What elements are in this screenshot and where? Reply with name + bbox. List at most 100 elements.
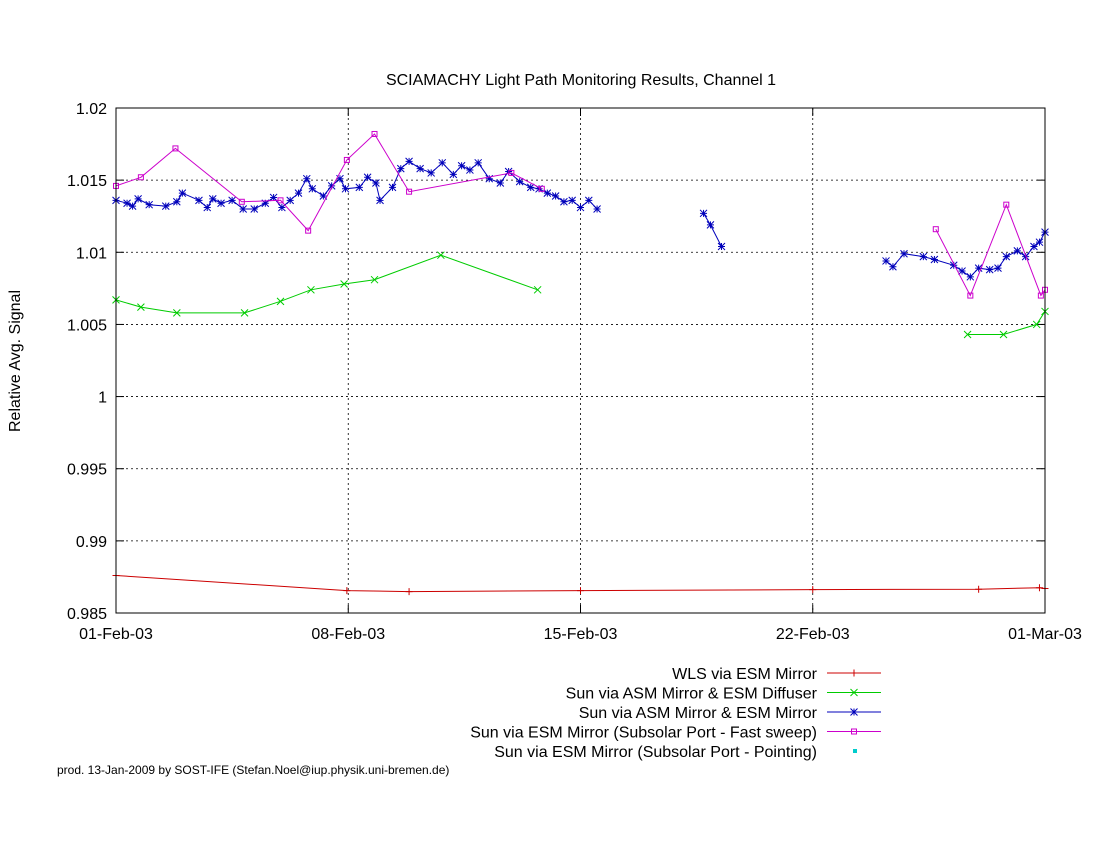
data-point [576,203,585,212]
data-point [958,267,966,275]
data-point [466,166,474,174]
data-point [994,264,1002,273]
data-point [396,164,405,173]
data-point [526,183,535,192]
chart-title: SCIAMACHY Light Path Monitoring Results,… [386,72,776,89]
data-point [172,309,181,317]
x-tick-label: 22-Feb-03 [776,626,850,643]
y-axis-label: Relative Avg. Signal [7,290,24,432]
data-point [699,209,708,218]
data-point [1035,238,1044,247]
data-point [457,161,466,170]
data-point [438,158,447,167]
legend-sample-marker [850,688,858,697]
data-point [1003,201,1010,208]
data-point [538,185,545,192]
legend-label: Sun via ESM Mirror (Subsolar Port - Fast… [470,725,817,742]
data-point [355,183,364,192]
data-point [302,174,311,183]
data-point [515,177,524,186]
data-point [250,205,259,213]
data-point [161,202,170,210]
data-point [203,203,212,212]
data-point [238,198,245,205]
data-point [1013,246,1022,255]
data-point [217,199,225,208]
data-point [560,197,568,206]
data-point [999,330,1008,339]
data-point [239,205,248,213]
data-point [1032,320,1041,329]
data-point [388,183,397,192]
series-line [115,575,1046,593]
y-tick-label: 0.99 [76,534,107,551]
data-point [437,251,445,260]
data-point [496,179,505,187]
data-point [427,169,436,177]
data-point [1035,584,1043,592]
data-point [276,297,285,306]
series-2 [112,157,1049,281]
data-point [228,196,236,205]
y-tick-label: 0.995 [67,462,107,479]
data-point [406,188,413,195]
data-point [889,262,897,271]
data-point [294,189,303,197]
data-point [577,587,584,595]
series-1 [112,251,1049,339]
legend-label: Sun via ESM Mirror (Subsolar Port - Poin… [494,744,817,761]
data-point [966,272,975,281]
data-point [551,192,560,200]
data-point [134,195,142,203]
data-point [208,195,217,203]
y-tick-label: 0.985 [67,606,107,623]
data-point [336,174,344,183]
data-point [900,249,908,258]
data-point [882,257,890,265]
data-point [930,255,939,264]
legend-label: Sun via ASM Mirror & ESM Mirror [579,705,818,722]
data-point [371,130,378,137]
data-point [195,196,203,205]
data-point [178,189,187,197]
data-point [137,303,145,311]
data-point [277,197,284,204]
series-line [967,311,1046,335]
data-point [286,196,295,205]
legend-label: WLS via ESM Mirror [672,666,818,683]
data-point [974,264,983,273]
data-point [405,157,413,166]
data-point [706,221,715,229]
data-point [809,586,817,594]
data-point [949,261,958,270]
data-point [137,174,144,181]
data-point [305,227,312,234]
data-point [340,280,348,288]
x-tick-label: 08-Feb-03 [311,626,385,643]
data-point [963,330,972,339]
data-point [327,182,336,190]
data-point [307,285,315,294]
y-tick-label: 1.015 [67,173,107,190]
legend-sample-marker [850,708,858,716]
data-point [343,156,350,163]
data-point [967,292,974,299]
data-point [717,242,726,251]
data-point [278,203,286,212]
legend-sample-marker [853,749,857,753]
legend-sample-marker [850,669,858,677]
series-line [703,213,722,247]
data-point [372,179,380,187]
data-point [405,588,413,596]
data-point [128,202,137,210]
data-point [319,192,328,200]
series-line [115,133,543,232]
data-point [269,193,278,202]
data-point [975,585,983,593]
y-tick-label: 1.02 [76,101,107,118]
data-point [474,158,483,167]
data-point [985,265,994,274]
series-line [935,203,1046,297]
data-point [533,285,542,294]
data-point [1037,292,1044,299]
